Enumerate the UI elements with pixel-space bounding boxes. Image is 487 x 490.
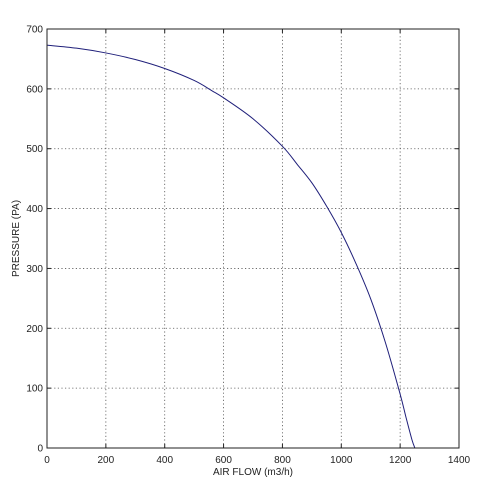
- series-layer: [46, 44, 416, 449]
- axis-ticks: 0 200 400 600 800 1000 1200 1400 0 100 200 300 400 50…: [26, 25, 470, 467]
- x-tick-label: 600: [215, 455, 232, 466]
- y-tick-label: 100: [26, 384, 43, 395]
- x-tick-label: 400: [156, 455, 173, 466]
- y-tick-label: 300: [26, 264, 43, 275]
- plot-area-frame: [46, 28, 460, 449]
- x-tick-label: 1000: [330, 455, 353, 466]
- y-tick-label: 200: [26, 324, 43, 335]
- x-tick-label: 1200: [389, 455, 412, 466]
- y-tick-label: 600: [26, 84, 43, 95]
- x-axis-title: AIR FLOW (m3/h): [213, 467, 293, 478]
- x-tick-label: 800: [274, 455, 291, 466]
- grid: [47, 29, 459, 448]
- pressure-curve-line: [46, 44, 416, 449]
- y-tick-label: 400: [26, 204, 43, 215]
- y-tick-label: 0: [37, 444, 43, 455]
- y-tick-label: 700: [26, 25, 43, 36]
- y-tick-label: 500: [26, 144, 43, 155]
- x-tick-label: 200: [98, 455, 115, 466]
- x-tick-label: 0: [44, 455, 50, 466]
- x-tick-label: 1400: [448, 455, 471, 466]
- y-axis-title: PRESSURE (PA): [11, 200, 22, 277]
